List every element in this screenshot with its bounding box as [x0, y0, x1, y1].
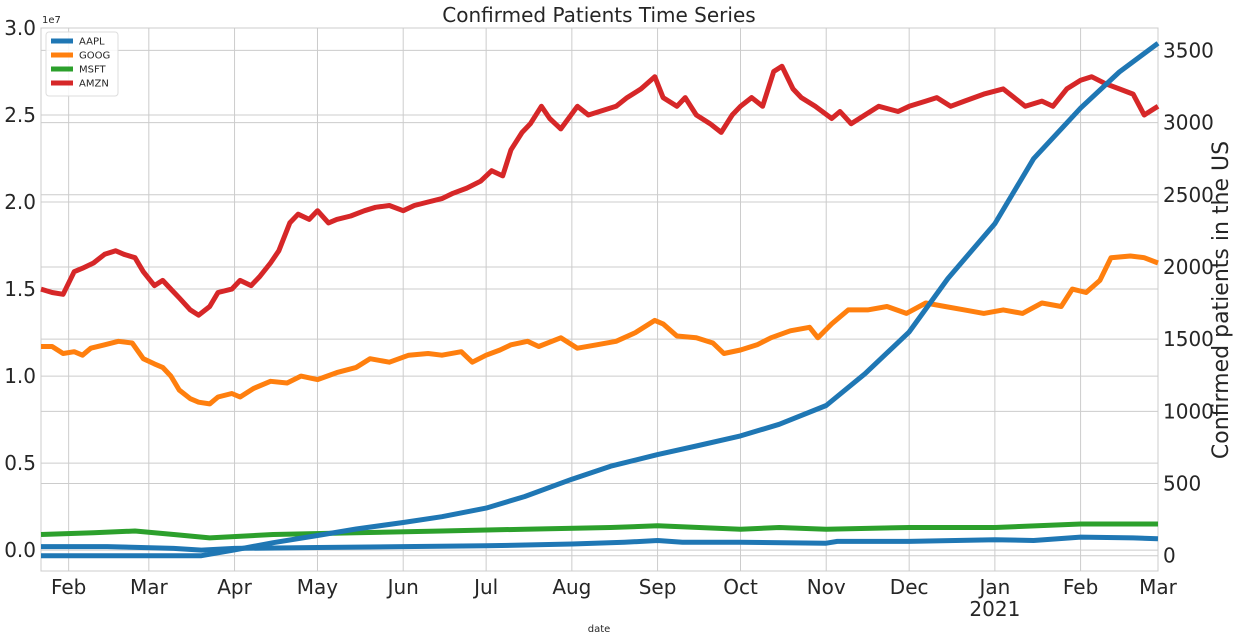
y-left-tick-label: 1.0: [4, 364, 36, 388]
x-tick-label: Mar: [130, 575, 169, 599]
x-tick-label: Apr: [217, 575, 252, 599]
y-right-tick-label: 2000: [1163, 255, 1214, 279]
y-right-tick-label: 3000: [1163, 111, 1214, 135]
x-tick-label: Sep: [639, 575, 677, 599]
series-line-msft: [40, 521, 1158, 541]
x-tick-label: Nov: [807, 575, 846, 599]
x-tick-label: Aug: [552, 575, 591, 599]
legend-label-amzn: AMZN: [79, 79, 109, 90]
y-right-tick-label: 1500: [1163, 327, 1214, 351]
y-axis-left: 0.0 0.5 1.0 1.5 2.0 2.5 3.0: [4, 16, 36, 562]
series-line-amzn: [40, 63, 1160, 318]
x-tick-sublabel: 2021: [969, 597, 1020, 621]
legend-label-goog: GOOG: [79, 51, 110, 62]
x-tick-label: Jun: [386, 575, 419, 599]
y-left-tick-label: 3.0: [4, 16, 36, 40]
legend-label-aapl: AAPL: [79, 37, 105, 48]
x-tick-label: Dec: [890, 575, 929, 599]
y-left-tick-label: 2.5: [4, 103, 36, 127]
x-axis: Feb Mar Apr May Jun Jul Aug Sep Oct Nov Dec Jan2021…: [51, 575, 1178, 621]
x-axis-label: date: [588, 624, 611, 635]
x-tick-label: Feb: [1063, 575, 1098, 599]
y-axis-right: 0 500 1000 1500 2000 2500 3000 3500: [1163, 38, 1214, 567]
legend: AAPL GOOG MSFT AMZN: [45, 31, 119, 97]
legend-label-msft: MSFT: [79, 65, 107, 76]
x-tick-label: May: [297, 575, 339, 599]
x-tick-label: Jul: [472, 575, 498, 599]
y-left-tick-label: 0.0: [4, 538, 36, 562]
legend-box: [45, 31, 119, 97]
x-tick-label: Feb: [51, 575, 86, 599]
chart-title: Confirmed Patients Time Series: [442, 3, 755, 27]
y-right-tick-label: 0: [1163, 544, 1176, 568]
y-left-tick-label: 0.5: [4, 451, 36, 475]
x-tick-label: Oct: [723, 575, 758, 599]
series-lines: [40, 41, 1160, 559]
y-right-tick-label: 500: [1163, 472, 1201, 496]
x-tick-label: Mar: [1139, 575, 1178, 599]
y-right-tick-label: 2500: [1163, 183, 1214, 207]
x-tick-label: Jan: [977, 575, 1010, 599]
series-line-goog: [41, 253, 1159, 407]
y-right-tick-label: 1000: [1163, 399, 1214, 423]
series-line-aapl: [41, 534, 1159, 553]
series-line-right-4: [41, 41, 1160, 559]
left-axis-offset: 1e7: [42, 15, 61, 26]
y-axis-right-label: Confirmed patients in the US: [1209, 141, 1234, 459]
y-right-tick-label: 3500: [1163, 38, 1214, 62]
y-left-tick-label: 2.0: [4, 190, 36, 214]
plot-area: [40, 27, 1159, 572]
y-left-tick-label: 1.5: [4, 277, 36, 301]
